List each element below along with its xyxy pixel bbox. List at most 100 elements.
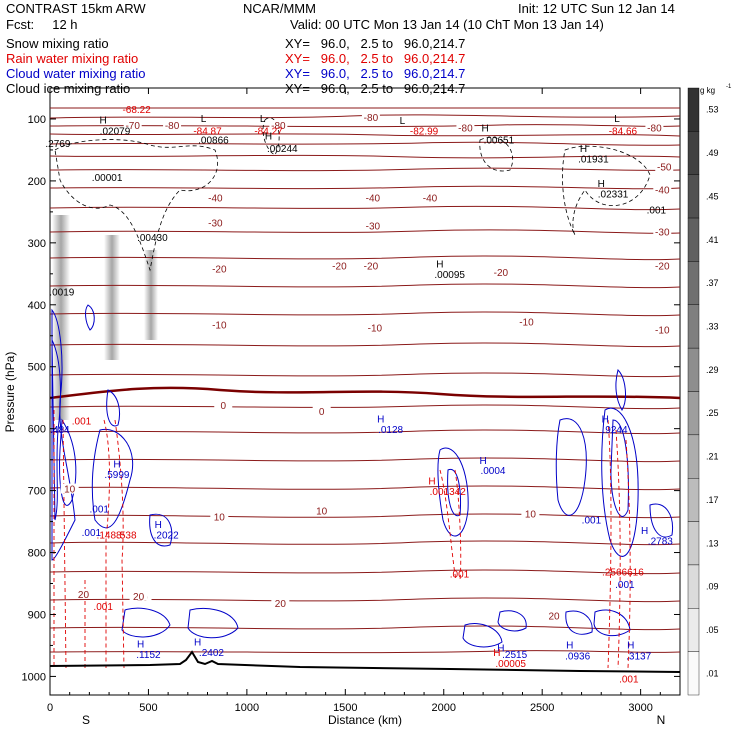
cloudwater-contour [555, 418, 587, 516]
colorbar-segment [687, 304, 700, 349]
value-label: L [260, 114, 266, 125]
rain-contour [625, 439, 631, 669]
isotherm-label-bg [312, 406, 331, 417]
isotherm [49, 650, 681, 654]
cloudwater-contour [51, 339, 61, 521]
y-tick-label: 500 [28, 362, 46, 374]
x-tick-label: 1500 [333, 702, 357, 714]
value-label: H [428, 476, 435, 487]
isotherm [49, 255, 681, 261]
isotherm-label-bg [163, 120, 182, 131]
terrain-line [49, 650, 681, 673]
cloud-ice-contours [54, 117, 651, 272]
colorbar-segment [687, 521, 700, 566]
isotherm-label: -80 [458, 123, 473, 134]
cloudwater-contour [91, 428, 134, 529]
value-label: .00095 [434, 270, 465, 281]
isotherm-label: -10 [519, 317, 534, 328]
value-label: .00866 [198, 136, 229, 147]
isotherm-label: -50 [657, 163, 672, 174]
isotherm-label-bg [545, 610, 563, 621]
value-label: .001 [89, 504, 109, 515]
cloudwater-contour [106, 389, 121, 427]
isotherm-label-bg [210, 511, 229, 522]
cloudwater-contour [187, 607, 239, 639]
isotherm-label: 20 [548, 612, 560, 623]
isotherm-labels: -80 -80 -80 -80 -80 -70 -50 -40 -40 -40 -40 -30 -30 -… [60, 111, 674, 623]
value-label: -82.99 [410, 126, 439, 137]
value-label: H [113, 460, 120, 471]
cloudwater-contour [649, 503, 674, 538]
isotherm [49, 429, 681, 435]
colorbar-label: .13 [706, 538, 719, 548]
cloudwater-contour [565, 610, 593, 635]
value-label: .001 [615, 580, 635, 591]
value-label: H [137, 639, 144, 650]
colorbar-label: .05 [706, 625, 719, 635]
isotherm-label: -40 [208, 193, 223, 204]
isotherm [49, 185, 681, 190]
isotherm [49, 540, 681, 546]
value-label: .0004 [480, 466, 505, 477]
colorbar-segment [687, 131, 700, 175]
colorbar-label: .17 [706, 495, 719, 505]
field-name-snow: Snow mixing ratio [6, 36, 109, 51]
cloudwater-contour [149, 513, 173, 547]
isotherm [49, 283, 681, 289]
isotherm [49, 513, 681, 519]
snow-plume [144, 250, 158, 340]
value-label: H [566, 641, 573, 652]
x-tick-label: 2500 [530, 702, 554, 714]
value-label: .5999 [104, 470, 129, 481]
value-label: .00001 [92, 173, 123, 184]
institution-label: NCAR/MMM [243, 1, 316, 16]
value-label: .001 [450, 569, 470, 580]
value-label: L [201, 114, 207, 125]
colorbar-label: .41 [706, 235, 719, 245]
value-label: H [602, 414, 609, 425]
colorbar-unit: g kg [700, 86, 715, 95]
x-tick-label: 2000 [432, 702, 456, 714]
isotherm [49, 141, 681, 146]
value-label: .001 [647, 206, 667, 217]
forecast-hour: Fcst: 12 h [6, 17, 78, 32]
value-label: H [194, 637, 201, 648]
isotherm-label-bg [365, 322, 384, 333]
y-axis-title: Pressure (hPa) [3, 352, 17, 433]
cloudwater-contour [437, 447, 469, 537]
isotherm-label: -20 [655, 262, 670, 273]
isotherm-label: -80 [647, 123, 662, 134]
rain-contours [53, 410, 631, 669]
colorbar-label: .25 [706, 408, 719, 418]
value-label: .01931 [578, 154, 609, 165]
value-label: -84.27 [254, 126, 283, 137]
value-label: .2783 [648, 536, 673, 547]
cloudwater-contour [610, 419, 629, 517]
x-axis-title: Distance (km) [328, 713, 402, 727]
colorbar-segment [687, 564, 700, 609]
cloudwater-contour [497, 610, 527, 632]
rain-contour [454, 469, 462, 581]
isotherm-label: 10 [214, 512, 226, 523]
y-tick-label: 400 [28, 300, 46, 312]
isotherm-label: -20 [332, 262, 347, 273]
value-label: .0128 [378, 425, 403, 436]
colorbar: .53 .49 .45 .41 .37 .33 .29 .25 .21 .17 .13 .09 .05.… [687, 87, 719, 696]
field-name-cloudwater: Cloud water mixing ratio [6, 66, 146, 81]
field-xy-snow: XY= 96.0, 2.5 to 96.0,214.7 [285, 36, 466, 51]
ice-contour [479, 137, 513, 172]
value-label: L [400, 116, 406, 127]
ice-contour [54, 139, 218, 272]
value-label: H [493, 648, 500, 659]
isotherm-label-bg [420, 192, 439, 203]
value-label: .2515 [502, 650, 527, 661]
cloudwater-contour [593, 609, 631, 637]
isotherm-label-bg [210, 263, 229, 274]
colorbar-segment [687, 174, 700, 219]
value-label: .1152 [136, 650, 161, 661]
rain-contour [114, 419, 125, 669]
value-label: H [436, 260, 443, 271]
isotherm-label-bg [653, 324, 672, 335]
